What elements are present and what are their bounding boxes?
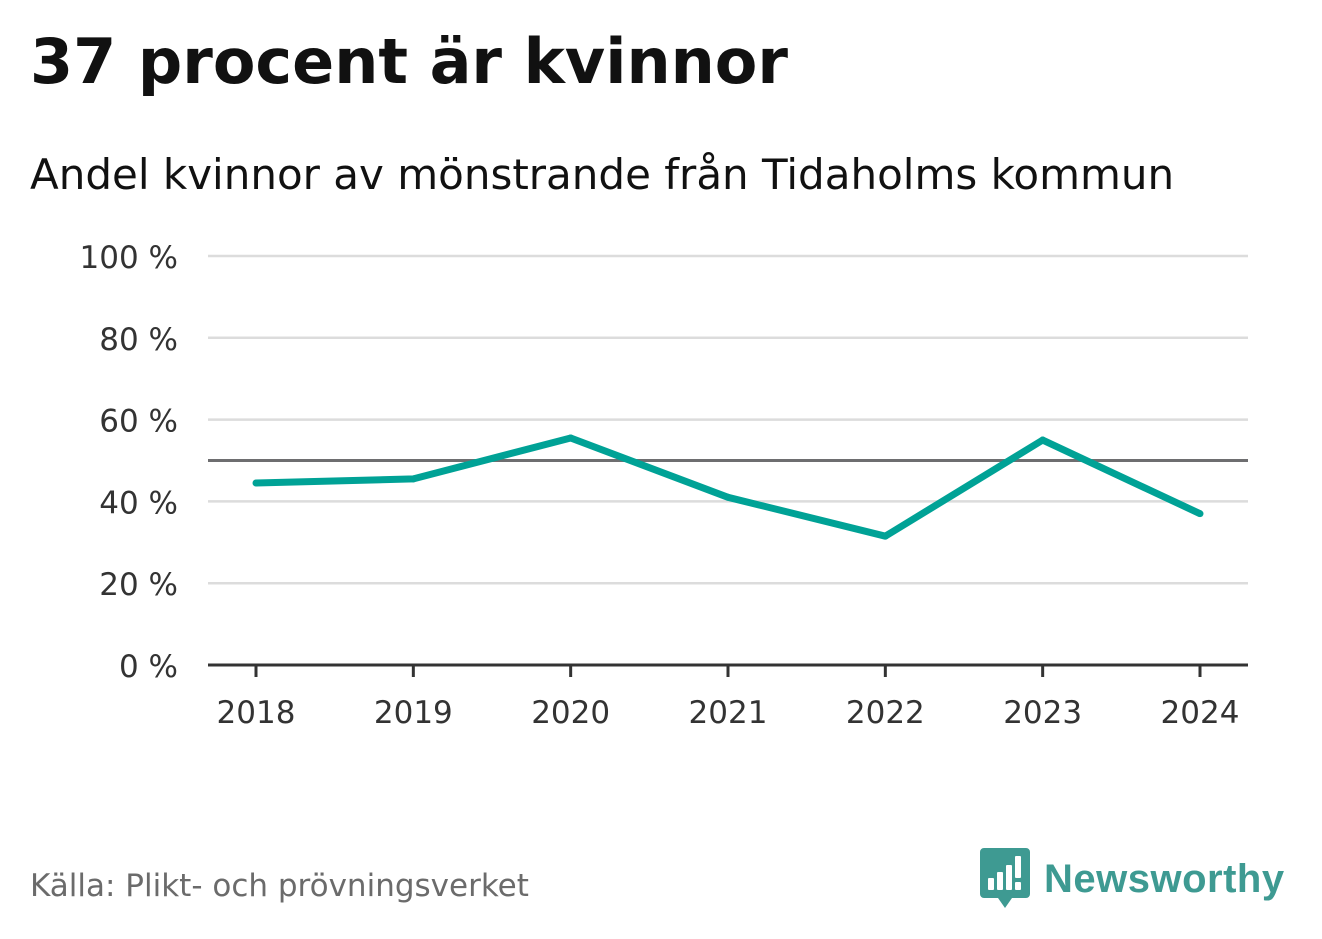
newsworthy-logo-icon — [980, 848, 1030, 908]
x-tick-labels: 2018 2019 2020 2021 2022 2023 2024 — [217, 695, 1240, 731]
brand-logo[interactable]: Newsworthy — [980, 848, 1285, 910]
x-tick-label: 2022 — [846, 695, 925, 731]
x-tick-label: 2021 — [689, 695, 768, 731]
x-tick-label: 2019 — [374, 695, 453, 731]
y-tick-label: 20 % — [99, 567, 178, 603]
y-tick-label: 80 % — [99, 322, 178, 358]
x-tick-label: 2024 — [1161, 695, 1240, 731]
y-tick-label: 0 % — [119, 649, 178, 685]
data-point-2018 — [252, 479, 260, 487]
y-tick-label: 100 % — [80, 240, 178, 276]
data-point-2019 — [409, 475, 417, 483]
gridlines — [208, 254, 1248, 585]
chart-subtitle: Andel kvinnor av mönstrande från Tidahol… — [30, 150, 1175, 199]
data-point-2020 — [567, 434, 575, 442]
x-tick-label: 2020 — [531, 695, 610, 731]
data-point-2023 — [1039, 436, 1047, 444]
chart-title: 37 procent är kvinnor — [30, 25, 788, 98]
x-tick-label: 2018 — [217, 695, 296, 731]
x-axis — [208, 663, 1248, 677]
data-point-2022 — [881, 532, 889, 540]
y-tick-label: 40 % — [99, 485, 178, 521]
x-tick-label: 2023 — [1003, 695, 1082, 731]
source-note: Källa: Plikt- och prövningsverket — [30, 868, 529, 904]
y-tick-label: 60 % — [99, 404, 178, 440]
data-point-2021 — [724, 493, 732, 501]
brand-name: Newsworthy — [1044, 856, 1285, 901]
series-group — [252, 434, 1204, 540]
y-tick-labels: 0 % 20 % 40 % 60 % 80 % 100 % — [80, 240, 178, 685]
data-point-2024 — [1196, 510, 1204, 518]
series-line — [255, 434, 1202, 540]
